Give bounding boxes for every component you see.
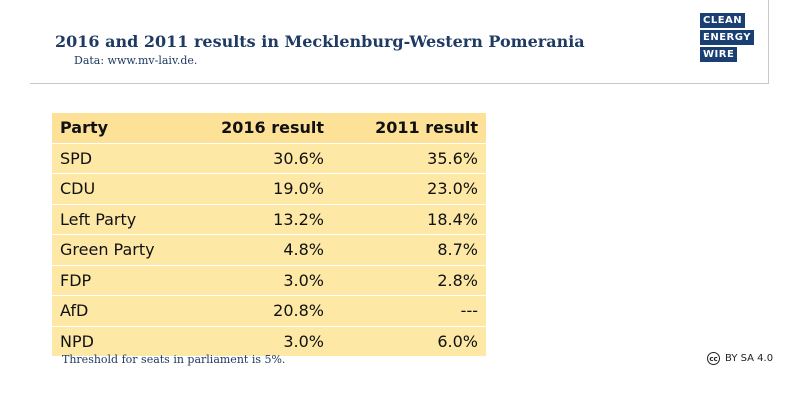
table-row: AfD 20.8% --- [52,295,486,327]
result-2016-cell: 13.2% [192,204,332,235]
result-2016-cell: 30.6% [192,143,332,174]
result-2016-cell: 20.8% [192,295,332,327]
results-table: Party 2016 result 2011 result SPD 30.6% … [52,113,486,357]
logo-line-energy: ENERGY [700,30,754,45]
table-row: Green Party 4.8% 8.7% [52,234,486,266]
data-source: Data: www.mv-laiv.de. [74,54,198,67]
table-row: NPD 3.0% 6.0% [52,326,486,357]
header-vertical-divider [768,0,769,84]
party-cell: Green Party [52,234,192,266]
party-cell: SPD [52,143,192,174]
license-badge: cc BY SA 4.0 [707,352,773,365]
result-2016-cell: 19.0% [192,173,332,205]
page-title: 2016 and 2011 results in Mecklenburg-Wes… [55,32,585,51]
column-header-2016: 2016 result [192,113,332,144]
result-2016-cell: 4.8% [192,234,332,266]
logo-line-clean: CLEAN [700,13,746,28]
creative-commons-icon: cc [707,352,720,365]
party-cell: AfD [52,295,192,327]
party-cell: CDU [52,173,192,205]
result-2011-cell: 23.0% [332,173,486,205]
result-2016-cell: 3.0% [192,265,332,296]
license-text: BY SA 4.0 [725,353,774,364]
party-cell: NPD [52,326,192,357]
party-cell: Left Party [52,204,192,235]
result-2011-cell: 35.6% [332,143,486,174]
result-2016-cell: 3.0% [192,326,332,357]
result-2011-cell: 6.0% [332,326,486,357]
table-row: Left Party 13.2% 18.4% [52,204,486,235]
table-header-row: Party 2016 result 2011 result [52,113,486,144]
table-row: FDP 3.0% 2.8% [52,265,486,296]
column-header-party: Party [52,113,192,144]
result-2011-cell: 2.8% [332,265,486,296]
clean-energy-wire-logo: CLEAN ENERGY WIRE [700,13,754,62]
party-cell: FDP [52,265,192,296]
table-row: CDU 19.0% 23.0% [52,173,486,205]
threshold-note: Threshold for seats in parliament is 5%. [62,353,286,366]
result-2011-cell: 18.4% [332,204,486,235]
logo-line-wire: WIRE [700,47,738,62]
header-divider [30,83,768,84]
table-row: SPD 30.6% 35.6% [52,143,486,174]
result-2011-cell: --- [332,295,486,327]
column-header-2011: 2011 result [332,113,486,144]
result-2011-cell: 8.7% [332,234,486,266]
